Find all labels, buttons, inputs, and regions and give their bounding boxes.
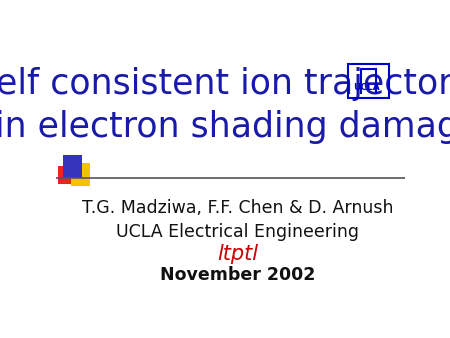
Bar	[63, 155, 82, 178]
Bar	[348, 64, 389, 98]
Text: ltptl: ltptl	[217, 244, 258, 264]
Text: UCLA Electrical Engineering: UCLA Electrical Engineering	[116, 223, 359, 241]
Bar	[58, 166, 73, 185]
Text: Self consistent ion trajectories
in electron shading damage: Self consistent ion trajectories in elec…	[0, 67, 450, 144]
Bar	[71, 163, 90, 186]
Text: UCLA: UCLA	[353, 83, 380, 92]
Text: November 2002: November 2002	[160, 266, 315, 284]
Text: T.G. Madziwa, F.F. Chen & D. Arnush: T.G. Madziwa, F.F. Chen & D. Arnush	[82, 199, 393, 217]
